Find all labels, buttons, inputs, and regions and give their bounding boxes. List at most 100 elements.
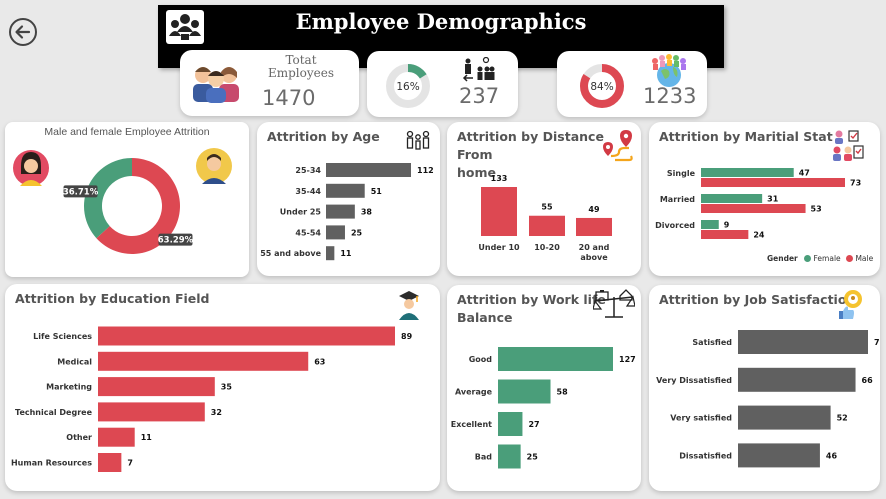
bar-satisfied[interactable]	[738, 330, 868, 354]
bar-good[interactable]	[498, 347, 613, 371]
category-label-marketing: Marketing	[46, 383, 92, 392]
total-employees-value: 1470	[262, 86, 316, 110]
marital-bar-chart: Single 47 73 Married 31 53 Divorced 9 24	[655, 168, 861, 240]
jobsat-card-title: Attrition by Job Satisfaction	[659, 292, 856, 307]
bar-excellent[interactable]	[498, 412, 523, 436]
work-life-balance-icon	[593, 289, 635, 318]
value-label-divorced-female: 9	[724, 221, 730, 230]
category-label-average: Average	[455, 388, 493, 397]
worklife-attrition-card: Attrition by Work life Balance Good 127 Av…	[447, 285, 641, 491]
value-label-dissatisfied: 46	[826, 451, 838, 460]
bar-other[interactable]	[98, 427, 135, 447]
donut-slice-female[interactable]	[83, 158, 132, 239]
bar-25-34[interactable]	[326, 163, 411, 177]
page-title: Employee Demographics	[295, 9, 587, 34]
bar-life-sciences[interactable]	[98, 326, 395, 346]
attrition-percent: 16%	[396, 81, 419, 93]
age-card-title: Attrition by Age	[267, 129, 380, 144]
bar-medical[interactable]	[98, 351, 309, 371]
value-label-25-34: 112	[417, 166, 434, 175]
bar-married-male[interactable]	[701, 204, 806, 213]
graduate-icon	[399, 291, 419, 320]
bar-average[interactable]	[498, 379, 551, 404]
worklife-card-title: Attrition by Work life Balance	[457, 291, 606, 327]
bar-dissatisfied[interactable]	[738, 443, 820, 468]
category-label-under-10: Under 10	[478, 243, 520, 252]
bar-divorced-female[interactable]	[701, 220, 719, 229]
donut-slice-male[interactable]	[96, 158, 180, 254]
category-label-dissatisfied: Dissatisfied	[679, 451, 732, 460]
donut-label-bg	[158, 233, 193, 246]
bar-20-and-above[interactable]	[576, 217, 612, 236]
value-label-technical-degree: 32	[211, 408, 222, 417]
donut-label-bg	[63, 185, 98, 198]
value-label-35-44: 51	[371, 187, 383, 196]
bar-55-and-above[interactable]	[326, 246, 335, 261]
leaving-employees-icon	[462, 57, 495, 82]
marital-attrition-card: Attrition by Maritial Stat Single 47 73 Mar…	[649, 122, 880, 276]
value-label-divorced-male: 24	[753, 231, 765, 240]
worklife-bar-chart: Good 127 Average 58 Excellent 27 Bad 25	[451, 347, 636, 469]
value-label-single-male: 73	[850, 179, 861, 188]
worklife-title-line2: Balance	[457, 310, 513, 325]
bar-married-female[interactable]	[701, 194, 763, 203]
category-label-other: Other	[66, 433, 92, 442]
distance-card-title: Attrition by Distance From home	[457, 128, 641, 182]
total-employees-label: Totat Employees	[267, 53, 335, 80]
category-label-10-20: 10-20	[534, 243, 560, 252]
category-label-technical-degree: Technical Degree	[15, 408, 93, 417]
bar-10-20[interactable]	[529, 215, 565, 236]
donut-label-female: 36.71%	[63, 187, 99, 197]
bar-bad[interactable]	[498, 444, 521, 469]
bar-very-satisfied[interactable]	[738, 405, 831, 430]
bar-marketing[interactable]	[98, 377, 215, 397]
age-bar-chart: 25-34 112 35-44 51 Under 25 38 45-54 25 55 and a…	[260, 163, 434, 261]
legend-male-label: Male	[855, 254, 874, 263]
active-ring: 84%	[580, 64, 624, 108]
bar-single-male[interactable]	[701, 178, 845, 187]
value-label-satisfied: 73	[874, 338, 880, 347]
category-label-single: Single	[667, 169, 696, 178]
gender-attrition-card: Male and female Employee Attrition 36.71…	[5, 122, 249, 277]
bar-human-resources[interactable]	[98, 453, 122, 472]
value-label-average: 58	[557, 388, 569, 397]
bar-under-10[interactable]	[481, 187, 517, 236]
category-label-very-dissatisfied: Very Dissatisfied	[656, 376, 732, 385]
legend-female-label: Female	[813, 254, 841, 263]
value-label-medical: 63	[314, 357, 325, 366]
bar-under-25[interactable]	[326, 204, 355, 219]
bar-divorced-male[interactable]	[701, 230, 749, 239]
value-label-under-25: 38	[361, 208, 373, 217]
back-arrow-icon[interactable]	[8, 17, 38, 47]
bar-45-54[interactable]	[326, 225, 345, 240]
satisfaction-badge-icon	[839, 290, 862, 319]
donut-label-male: 63.29%	[158, 236, 194, 246]
value-label-other: 11	[141, 433, 153, 442]
value-label-very-dissatisfied: 66	[862, 376, 874, 385]
category-label-20-and-above: 20 and	[579, 243, 610, 252]
team-logo-icon	[166, 10, 204, 44]
attrition-ring: 16%	[386, 64, 430, 108]
bar-35-44[interactable]	[326, 183, 365, 198]
category-label-human-resources: Human Resources	[11, 459, 92, 468]
category-label-divorced: Divorced	[655, 221, 695, 230]
bar-technical-degree[interactable]	[98, 402, 205, 422]
marital-card-title: Attrition by Maritial Stat	[659, 129, 833, 144]
female-avatar-icon	[13, 150, 49, 186]
couple-checklist-icon	[833, 130, 864, 161]
category-label-life-sciences: Life Sciences	[33, 332, 92, 341]
education-card-title: Attrition by Education Field	[15, 291, 210, 306]
category-label-45-54: 45-54	[295, 228, 321, 237]
distance-attrition-card: Attrition by Distance From home 133 Under…	[447, 122, 641, 276]
value-label-very-satisfied: 52	[837, 414, 848, 423]
value-label-bad: 25	[527, 453, 539, 462]
bar-single-female[interactable]	[701, 168, 794, 177]
kpi-attrition: 16% 237	[367, 51, 518, 117]
marital-legend: Gender Female Male	[767, 254, 873, 263]
category-label-medical: Medical	[57, 357, 92, 366]
category-label-20-and-above: above	[580, 253, 608, 262]
category-label-satisfied: Satisfied	[692, 338, 732, 347]
bar-very-dissatisfied[interactable]	[738, 367, 856, 392]
active-percent: 84%	[590, 81, 613, 93]
value-label-good: 127	[619, 355, 636, 364]
